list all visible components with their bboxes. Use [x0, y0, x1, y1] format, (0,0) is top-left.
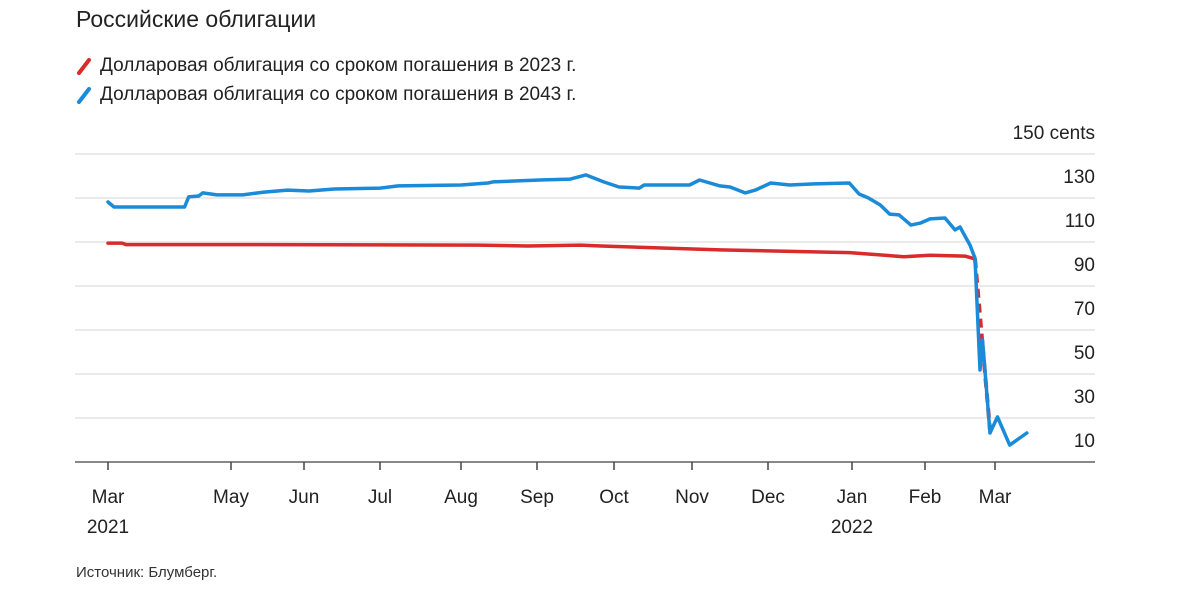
x-tick-year-label: 2021: [87, 517, 129, 538]
source-note: Источник: Блумберг.: [76, 564, 218, 581]
x-tick-label: Mar: [92, 487, 125, 508]
series-line-2043: [106, 173, 1029, 447]
y-tick-label: 30: [1074, 387, 1095, 408]
x-tick-label: Mar: [979, 487, 1012, 508]
x-tick-label: Jun: [289, 487, 320, 508]
y-tick-label: 90: [1074, 255, 1095, 276]
x-tick-label: Sep: [520, 487, 554, 508]
x-tick-label: Dec: [751, 487, 785, 508]
legend-label-2023: Долларовая облигация со сроком погашения…: [100, 55, 577, 76]
x-tick-label: Jul: [368, 487, 392, 508]
x-tick-label: Jan: [837, 487, 868, 508]
x-tick-label: Oct: [599, 487, 629, 508]
legend-item-2043: Долларовая облигация со сроком погашения…: [76, 84, 576, 106]
legend-blue-line-icon: [77, 87, 91, 104]
legend-red-line-icon: [77, 58, 91, 75]
legend-item-2023: Долларовая облигация со сроком погашения…: [76, 55, 576, 77]
y-tick-label: 50: [1074, 343, 1095, 364]
x-tick-label: Aug: [444, 487, 478, 508]
y-tick-label: 10: [1074, 431, 1095, 452]
chart-title: Российские облигации: [76, 6, 317, 32]
x-tick-label: Feb: [909, 487, 942, 508]
x-tick-year-label: 2022: [831, 517, 873, 538]
y-tick-label: 130: [1063, 167, 1095, 188]
x-tick-label: May: [213, 487, 249, 508]
series-line-2023: [106, 241, 977, 261]
x-tick-label: Nov: [675, 487, 709, 508]
legend-label-2043: Долларовая облигация со сроком погашения…: [100, 84, 577, 105]
y-tick-label: 70: [1074, 299, 1095, 320]
y-tick-label: 150 cents: [1013, 123, 1095, 144]
y-tick-label: 110: [1065, 211, 1095, 232]
